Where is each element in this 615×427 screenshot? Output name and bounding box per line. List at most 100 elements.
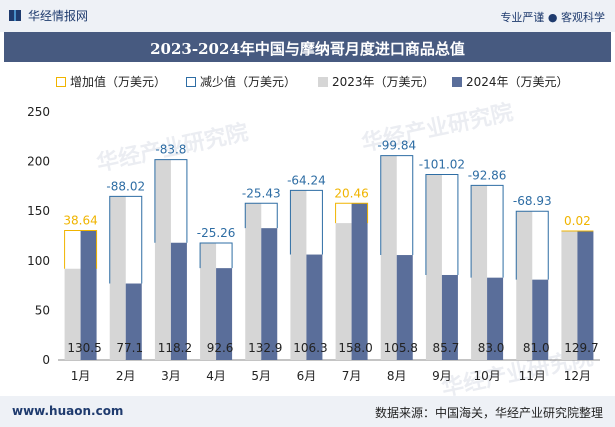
decrease-bracket [109,195,143,284]
increase-bracket [64,230,98,269]
y-tick-label: 150 [27,204,50,218]
x-tick-label: 11月 [519,369,546,383]
change-label: -64.24 [287,173,326,187]
change-label: 0.02 [564,214,591,228]
legend-item-2023: 2023年（万美元） [318,73,435,90]
change-label: -25.26 [197,226,236,240]
bar-2023 [200,242,217,360]
chart-title: 2023-2024年中国与摩纳哥月度进口商品总值 [150,40,465,58]
bar-2024 [351,203,368,360]
footer: www.huaon.com 数据来源：中国海关，华经产业研究院整理 [0,396,615,427]
bar-2024 [125,283,142,360]
x-tick-label: 5月 [251,369,271,383]
value-label-2024: 158.0 [338,341,372,355]
legend-label-increase: 增加值（万美元） [70,75,167,89]
change-label: 38.64 [63,214,97,228]
decrease-bracket [425,173,459,275]
bar-2023 [64,268,81,360]
bar-2024 [261,228,278,360]
legend-swatch-2023 [318,76,328,87]
bar-2023 [561,231,578,360]
y-tick-label: 250 [27,105,50,119]
decrease-bracket [470,184,504,278]
change-label: -92.86 [468,168,507,182]
change-label: -88.02 [106,179,145,193]
bar-2024 [396,255,413,360]
legend-item-decrease: 减少值（万美元） [186,73,296,90]
value-label-2024: 81.0 [523,341,550,355]
change-label: 20.46 [334,186,368,200]
decrease-bracket [289,189,323,255]
x-tick-label: 4月 [206,369,226,383]
bar-2023 [516,211,533,360]
x-tick-label: 8月 [387,369,407,383]
x-tick-label: 1月 [71,369,91,383]
legend-swatch-increase [56,76,66,87]
value-label-2024: 92.6 [207,341,234,355]
top-bar: 华经情报网 专业严谨 ● 客观科学 [0,0,615,32]
bar-2023 [290,190,307,360]
value-label-2024: 118.2 [158,341,192,355]
change-label: -68.93 [513,194,552,208]
legend-swatch-2024 [452,76,462,87]
footer-url[interactable]: www.huaon.com [12,404,124,418]
y-tick-label: 100 [27,254,50,268]
brand-name: 华经情报网 [28,9,89,23]
bar-2024 [306,254,323,360]
decrease-bracket [515,210,549,280]
legend-swatch-decrease [186,76,196,87]
title-bar: 2023-2024年中国与摩纳哥月度进口商品总值 [4,32,611,62]
change-label: -99.84 [377,139,416,153]
bar-2023 [425,174,442,360]
x-tick-label: 9月 [432,369,452,383]
tagline: 专业严谨 ● 客观科学 [500,11,605,24]
increase-bracket [335,202,369,224]
legend-label-decrease: 减少值（万美元） [200,75,297,89]
change-label: -101.02 [419,157,465,171]
value-label-2024: 132.9 [248,341,282,355]
legend: 增加值（万美元） 减少值（万美元） 2023年（万美元） 2024年（万美元） [0,70,615,90]
y-tick-label: 0 [42,353,50,367]
value-label-2024: 129.7 [564,341,598,355]
bar-2023 [154,159,171,360]
legend-label-2024: 2024年（万美元） [466,75,569,89]
decrease-bracket [244,202,278,229]
value-label-2024: 105.8 [384,341,418,355]
value-label-2024: 77.1 [116,341,143,355]
value-label-2024: 85.7 [433,341,460,355]
value-label-2024: 130.5 [67,341,101,355]
x-tick-label: 3月 [161,369,181,383]
bar-2024 [577,231,594,360]
bar-2024 [80,230,97,360]
legend-item-2024: 2024年（万美元） [452,73,569,90]
bar-2023 [335,223,352,360]
value-label-2024: 106.3 [293,341,327,355]
data-source: 数据来源：中国海关，华经产业研究院整理 [374,406,603,420]
x-tick-label: 12月 [564,369,591,383]
bar-2024 [216,268,233,360]
change-label: -25.43 [242,186,281,200]
x-tick-label: 7月 [342,369,362,383]
bar-2024 [170,242,187,360]
decrease-bracket [380,155,414,256]
value-label-2024: 83.0 [478,341,505,355]
bar-2024 [532,279,549,360]
brand-logo-icon [9,10,21,21]
bar-2023 [109,196,126,360]
brand: 华经情报网 [8,7,88,24]
decrease-bracket [154,159,188,243]
legend-item-increase: 增加值（万美元） [56,73,166,90]
bar-2023 [471,185,488,360]
legend-label-2023: 2023年（万美元） [332,75,435,89]
y-tick-label: 50 [35,303,50,317]
bar-2024 [441,274,458,360]
change-label: -83.8 [155,143,186,157]
x-tick-label: 10月 [473,369,500,383]
decrease-bracket [199,242,233,269]
chart: 0 50 100 150 200 250 38.64 130.5 1月 -88.02 77.1 2月 -… [27,105,600,383]
bar-2023 [380,155,397,360]
bar-2024 [487,277,504,360]
x-tick-label: 2月 [116,369,136,383]
x-tick-label: 6月 [297,369,317,383]
y-tick-label: 200 [27,155,50,169]
